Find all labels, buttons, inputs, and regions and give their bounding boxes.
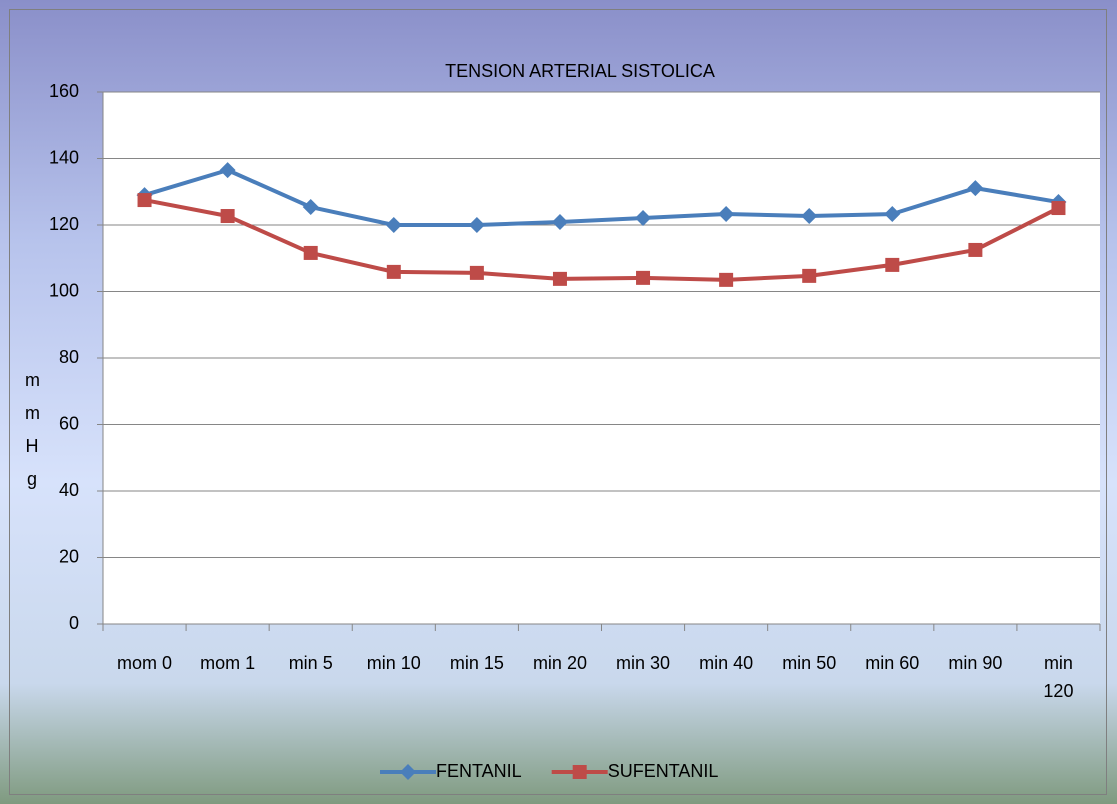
chart-title: TENSION ARTERIAL SISTOLICA bbox=[445, 61, 715, 81]
x-tick-label: mom 1 bbox=[200, 653, 256, 673]
marker bbox=[220, 209, 235, 224]
x-tick-label: min 90 bbox=[948, 653, 1003, 673]
x-tick-label: min 10 bbox=[366, 653, 421, 673]
y-tick-label: 60 bbox=[59, 413, 79, 433]
marker bbox=[469, 265, 484, 280]
x-tick-label: min 15 bbox=[449, 653, 504, 673]
marker bbox=[884, 206, 901, 223]
y-tick-label: 20 bbox=[59, 546, 79, 566]
marker bbox=[802, 268, 817, 283]
marker bbox=[801, 208, 818, 225]
marker bbox=[137, 193, 152, 208]
y-tick-label: 0 bbox=[69, 613, 79, 633]
y-tick-label: 160 bbox=[49, 81, 79, 101]
legend-label: FENTANIL bbox=[436, 761, 522, 781]
y-tick-label: 140 bbox=[49, 147, 79, 167]
y-tick-label: 120 bbox=[49, 214, 79, 234]
y-tick-label: 80 bbox=[59, 347, 79, 367]
y-tick-label: 40 bbox=[59, 480, 79, 500]
marker bbox=[468, 217, 485, 233]
marker bbox=[885, 257, 900, 272]
marker bbox=[303, 245, 318, 260]
x-tick-label: min 40 bbox=[699, 653, 754, 673]
marker bbox=[302, 199, 319, 216]
marker bbox=[386, 264, 401, 279]
series-line bbox=[144, 198, 1060, 282]
chart-frame bbox=[9, 9, 1107, 795]
x-tick-label: mom 0 bbox=[117, 653, 173, 673]
series-line bbox=[143, 168, 1059, 227]
x-tick-label: min 20 bbox=[532, 653, 587, 673]
marker bbox=[719, 272, 734, 287]
marker bbox=[636, 270, 651, 285]
marker bbox=[219, 162, 236, 179]
marker bbox=[572, 765, 587, 779]
marker bbox=[968, 242, 983, 257]
y-tick-label: 100 bbox=[49, 280, 79, 300]
y-axis-label: mmHg bbox=[25, 370, 40, 489]
x-tick-label: min 60 bbox=[865, 653, 920, 673]
legend-label: SUFENTANIL bbox=[608, 761, 719, 781]
x-tick-label: min 30 bbox=[616, 653, 671, 673]
marker bbox=[551, 214, 568, 231]
x-tick-label: min 5 bbox=[288, 653, 333, 673]
marker bbox=[552, 271, 567, 286]
marker bbox=[1051, 201, 1066, 216]
marker bbox=[967, 180, 984, 197]
marker bbox=[385, 217, 402, 233]
marker bbox=[635, 210, 652, 227]
marker bbox=[400, 764, 416, 780]
marker bbox=[718, 206, 735, 223]
x-tick-label: min 120 bbox=[1043, 653, 1074, 701]
x-tick-label: min 50 bbox=[782, 653, 837, 673]
